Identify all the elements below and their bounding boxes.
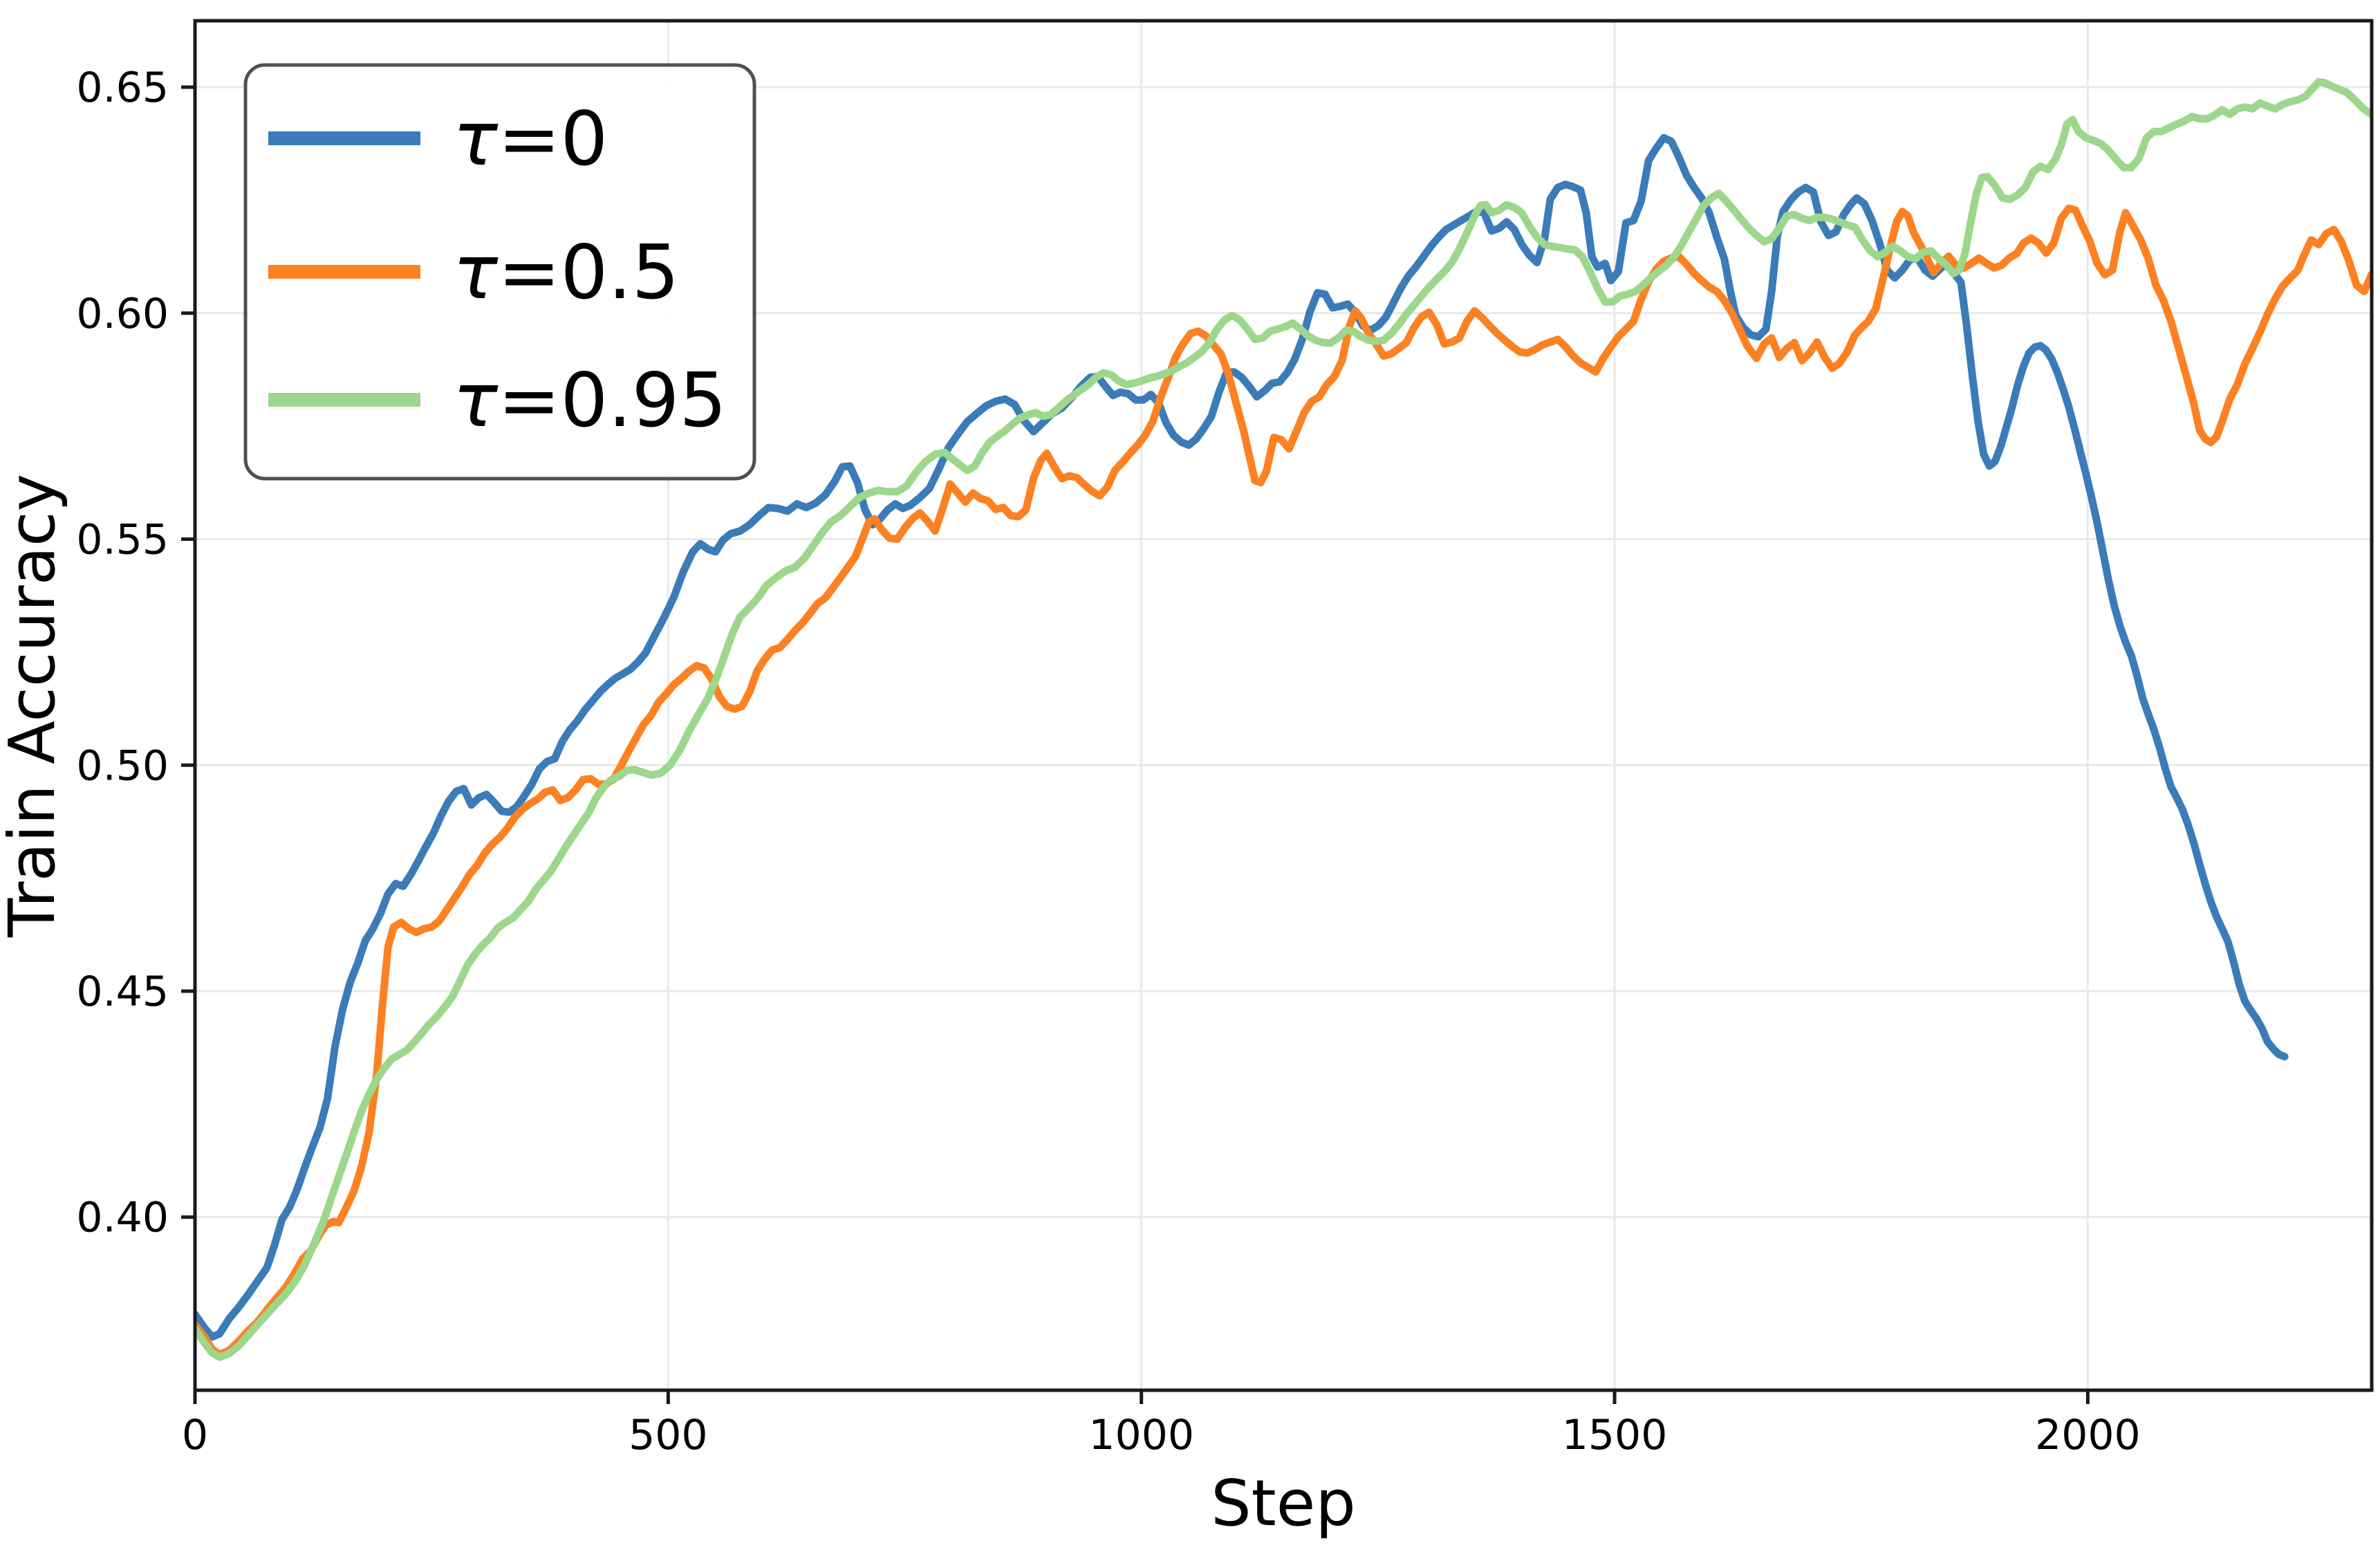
y-tick-label: 0.65: [76, 64, 169, 112]
legend-box: [243, 63, 756, 481]
legend-label-tau: τ: [453, 230, 499, 316]
legend-label: τ=0.95: [453, 358, 727, 444]
y-tick-label: 0.60: [76, 290, 169, 338]
x-tick-label: 2000: [2035, 1411, 2141, 1459]
legend: τ=0τ=0.5τ=0.95: [243, 63, 756, 481]
x-tick-label: 1500: [1562, 1411, 1668, 1459]
series-line-1-τ=0.5: [195, 204, 2372, 1358]
series-lines: [195, 77, 2372, 1361]
y-tick-label: 0.40: [76, 1194, 169, 1242]
y-tick-label: 0.55: [76, 516, 169, 564]
legend-label: τ=0.5: [453, 230, 679, 316]
grid: [194, 21, 2372, 1390]
legend-label-tau: τ: [453, 358, 499, 444]
legend-label: τ=0: [453, 96, 608, 183]
x-tick-label: 0: [182, 1411, 208, 1459]
series-line-2-τ=0.95: [195, 77, 2372, 1361]
y-tick-label: 0.50: [76, 741, 169, 790]
x-tick-label: 1000: [1088, 1411, 1194, 1459]
x-tick-label: 500: [629, 1411, 708, 1459]
x-axis-label: Step: [1211, 1466, 1355, 1540]
y-tick-label: 0.45: [76, 968, 169, 1016]
tick-marks: [181, 85, 2090, 1404]
legend-label-value: =0.5: [498, 230, 679, 316]
y-axis-label: Train Accuracy: [0, 474, 69, 938]
tick-labels: 0 500 1000 1500 2000 0.40 0.45 0.50 0.55 0.60 0.65: [76, 64, 2140, 1459]
series-line-0-τ=0: [195, 133, 2289, 1341]
legend-label-tau: τ: [453, 96, 499, 183]
legend-label-value: =0.95: [498, 358, 727, 444]
plot-box-spines: [193, 19, 2374, 1392]
legend-label-value: =0: [498, 96, 608, 183]
